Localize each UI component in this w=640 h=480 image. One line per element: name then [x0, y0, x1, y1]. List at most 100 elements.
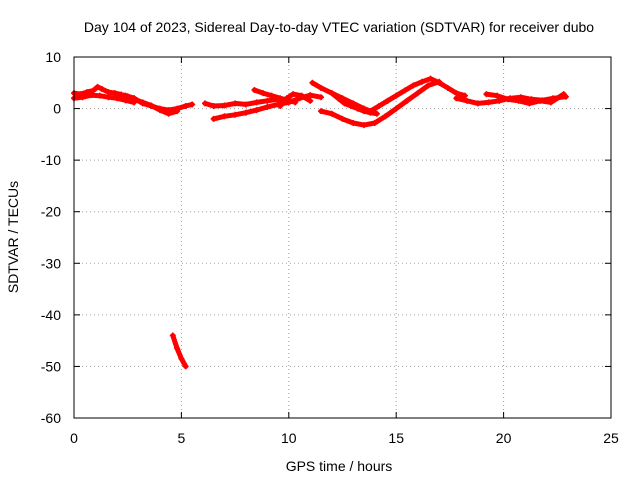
data-point	[485, 99, 492, 106]
data-point	[189, 101, 196, 108]
data-point	[453, 90, 460, 97]
data-point	[174, 345, 181, 352]
x-tick-label: 25	[603, 430, 619, 446]
data-point	[464, 97, 471, 104]
data-point	[427, 75, 434, 82]
plot-frame	[73, 56, 612, 419]
data-point	[414, 90, 421, 97]
data-point	[105, 89, 112, 96]
data-point	[277, 102, 284, 109]
series-arc-8	[277, 91, 314, 109]
data-point	[221, 102, 228, 109]
data-point	[98, 85, 105, 92]
data-point	[425, 82, 432, 89]
data-point	[122, 92, 129, 99]
data-point	[382, 113, 389, 120]
data-point	[335, 95, 342, 102]
data-point	[318, 108, 325, 115]
x-tick-label: 15	[388, 430, 404, 446]
data-point	[242, 109, 249, 116]
data-point	[94, 83, 101, 90]
data-point	[292, 99, 299, 106]
data-point	[253, 107, 260, 114]
data-point	[547, 99, 554, 106]
data-point	[88, 92, 95, 99]
y-tick-label: -30	[41, 255, 61, 271]
data-point	[560, 91, 567, 98]
data-point	[373, 110, 380, 117]
data-point	[453, 95, 460, 102]
data-point	[418, 78, 425, 85]
data-point	[221, 113, 228, 120]
data-point	[309, 79, 316, 86]
data-point	[436, 79, 443, 86]
grid-lines	[74, 57, 611, 418]
data-point	[165, 110, 172, 117]
series-line	[318, 79, 442, 128]
data-point	[251, 87, 258, 94]
series-line	[367, 76, 468, 114]
data-point	[328, 90, 335, 97]
data-point	[156, 107, 163, 114]
data-point	[376, 102, 383, 109]
x-tick-label: 0	[70, 430, 78, 446]
y-tick-label: -60	[41, 410, 61, 426]
data-point	[354, 105, 361, 112]
data-point	[260, 90, 267, 97]
data-point	[537, 97, 544, 104]
data-point	[169, 332, 176, 339]
data-point	[90, 87, 97, 94]
data-point	[367, 108, 374, 115]
data-point	[307, 97, 314, 104]
data-point	[178, 355, 185, 362]
data-point	[105, 94, 112, 101]
data-point	[461, 92, 468, 99]
chart-title: Day 104 of 2023, Sidereal Day-to-day VTE…	[84, 19, 594, 35]
data-point	[328, 110, 335, 117]
data-point	[371, 120, 378, 127]
data-point	[483, 91, 490, 98]
axis-ticks: 0 5 10 15 20 25 10 0 -10 -20 -30 -40 -50 -60	[41, 49, 619, 446]
series-layer	[71, 75, 569, 370]
y-tick-label: -50	[41, 358, 61, 374]
series-arc-10	[318, 78, 443, 129]
data-point	[264, 104, 271, 111]
series-arc-12	[367, 75, 468, 115]
data-point	[444, 84, 451, 91]
data-point	[350, 120, 357, 127]
data-point	[393, 92, 400, 99]
data-point	[341, 100, 348, 107]
data-point	[474, 100, 481, 107]
data-point	[242, 101, 249, 108]
series-arc-14	[483, 91, 567, 107]
data-point	[494, 92, 501, 99]
data-point	[504, 96, 511, 103]
data-point	[298, 92, 305, 99]
y-tick-label: -40	[41, 307, 61, 323]
data-point	[283, 95, 290, 102]
series-arc-4	[131, 96, 181, 117]
data-point	[318, 94, 325, 101]
y-tick-label: 10	[45, 49, 61, 65]
data-point	[384, 97, 391, 104]
data-point	[148, 102, 155, 109]
series-arc-15	[169, 332, 189, 370]
data-point	[253, 99, 260, 106]
data-point	[526, 100, 533, 107]
data-point	[202, 100, 209, 107]
x-tick-label: 10	[281, 430, 297, 446]
data-point	[113, 95, 120, 102]
series-line	[170, 333, 189, 369]
data-point	[232, 111, 239, 118]
data-point	[339, 115, 346, 122]
data-point	[277, 95, 284, 102]
data-point	[210, 102, 217, 109]
data-point	[182, 102, 189, 109]
data-point	[232, 100, 239, 107]
data-point	[348, 102, 355, 109]
y-tick-label: 0	[53, 101, 61, 117]
data-point	[515, 97, 522, 104]
y-axis-label: SDTVAR / TECUs	[5, 181, 21, 293]
